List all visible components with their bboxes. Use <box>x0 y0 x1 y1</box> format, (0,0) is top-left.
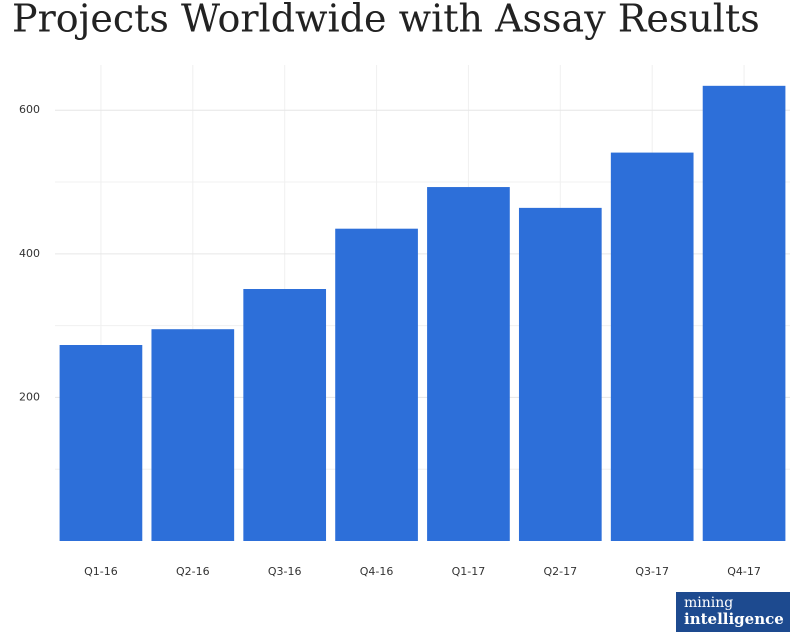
y-tick-label: 200 <box>19 390 40 403</box>
bar <box>702 85 786 542</box>
bar <box>59 345 143 541</box>
bar <box>151 329 235 541</box>
x-tick-label: Q1-16 <box>84 565 118 578</box>
x-tick-label: Q4-17 <box>727 565 761 578</box>
y-tick-label: 600 <box>19 103 40 116</box>
x-tick-label: Q4-16 <box>360 565 394 578</box>
logo-line1: mining <box>684 595 733 611</box>
bar <box>427 187 510 542</box>
logo-line2: intelligence <box>684 610 784 628</box>
x-tick-label: Q3-17 <box>635 565 669 578</box>
x-tick-label: Q2-17 <box>544 565 578 578</box>
bar <box>335 228 418 541</box>
bar <box>518 207 602 541</box>
logo-box <box>676 592 790 632</box>
y-tick-label: 400 <box>19 247 40 260</box>
x-tick-label: Q2-16 <box>176 565 210 578</box>
bar <box>610 152 694 542</box>
chart-title: Projects Worldwide with Assay Results <box>12 0 760 41</box>
bar <box>243 289 327 541</box>
x-tick-label: Q3-16 <box>268 565 302 578</box>
x-tick-label: Q1-17 <box>452 565 486 578</box>
